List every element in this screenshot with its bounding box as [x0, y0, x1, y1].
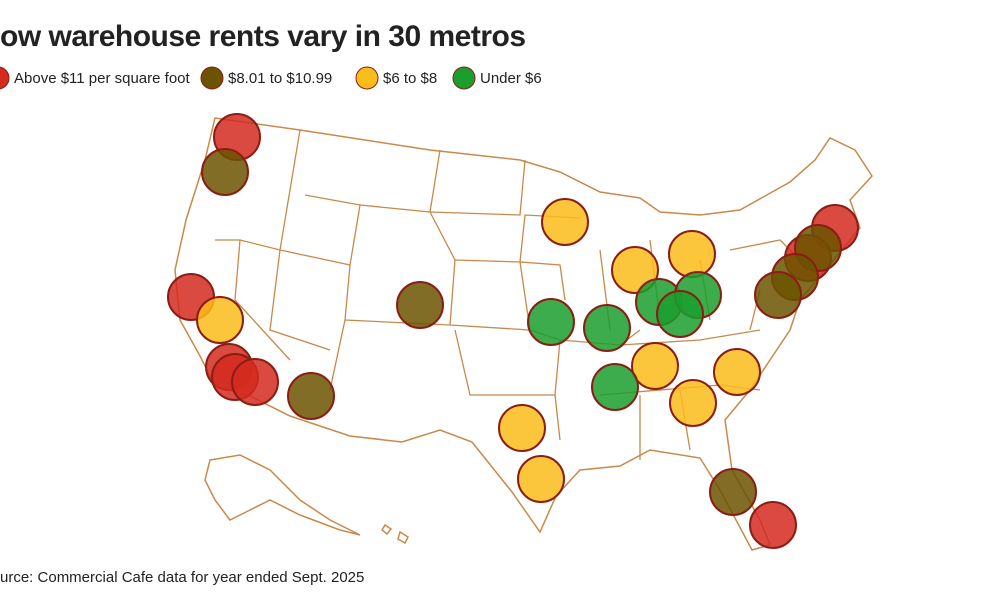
- alaska: [204, 454, 361, 536]
- legend-label: $8.01 to $10.99: [228, 70, 332, 87]
- metro-bubble: [631, 342, 679, 390]
- metro-bubble: [231, 358, 279, 406]
- legend-label: Under $6: [480, 70, 542, 87]
- metro-bubbles: [167, 113, 859, 549]
- legend: Above $11 per square foot $8.01 to $10.99…: [0, 66, 542, 90]
- metro-bubble: [517, 455, 565, 503]
- legend-label: $6 to $8: [383, 70, 437, 87]
- metro-bubble: [709, 468, 757, 516]
- metro-bubble: [611, 246, 659, 294]
- metro-bubble: [749, 501, 797, 549]
- metro-bubble: [201, 148, 249, 196]
- metro-bubble: [583, 304, 631, 352]
- metro-bubble: [527, 298, 575, 346]
- metro-bubble: [196, 296, 244, 344]
- metro-bubble: [713, 348, 761, 396]
- metro-bubble: [498, 404, 546, 452]
- metro-bubble: [287, 372, 335, 420]
- legend-swatch: [452, 66, 476, 90]
- metro-bubble: [541, 198, 589, 246]
- legend-swatch: [0, 66, 10, 90]
- metro-bubble: [669, 379, 717, 427]
- metro-bubble: [754, 271, 802, 319]
- source: urce: Commercial Cafe data for year ende…: [0, 569, 364, 586]
- legend-label: Above $11 per square foot: [14, 70, 191, 87]
- legend-swatch: [200, 66, 224, 90]
- metro-bubble: [591, 363, 639, 411]
- metro-bubble: [656, 290, 704, 338]
- title: ow warehouse rents vary in 30 metros: [0, 20, 526, 53]
- hawaii: [381, 523, 409, 545]
- legend-swatch: [355, 66, 379, 90]
- metro-bubble: [668, 230, 716, 278]
- metro-bubble: [396, 281, 444, 329]
